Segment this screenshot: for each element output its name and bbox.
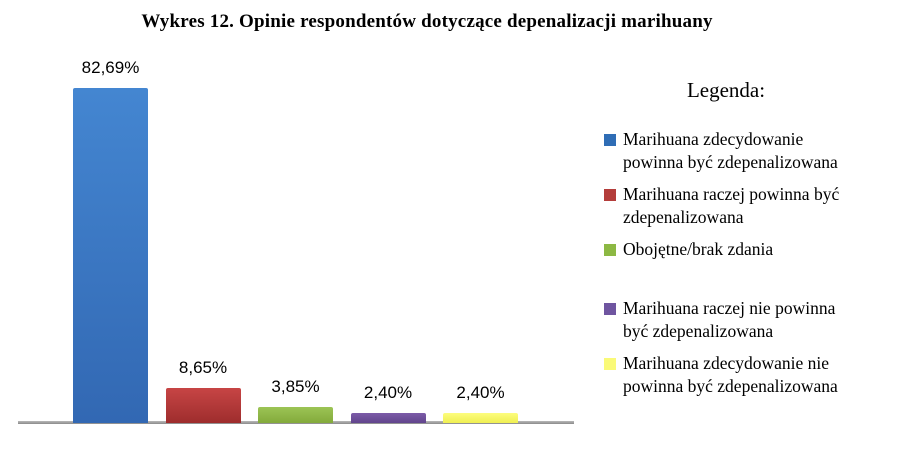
legend-swatch-purple <box>604 303 616 315</box>
bar-value-label-1: 82,69% <box>81 58 140 77</box>
bar-2 <box>165 388 241 423</box>
legend-item-obojetne: Obojętne/brak zdania <box>604 238 894 261</box>
bar-4 <box>350 413 426 423</box>
bar-value-label-3: 3,85% <box>271 377 320 396</box>
legend-swatch-green <box>604 244 616 256</box>
bar-value-label-5: 2,40% <box>456 383 505 402</box>
legend-item-label: Marihuana zdecydowanie nie powinna być z… <box>623 353 838 396</box>
legend-item-raczej-nie: Marihuana raczej nie powinna być zdepena… <box>604 297 894 343</box>
legend-title: Legenda: <box>686 78 766 102</box>
bar-3 <box>258 407 333 423</box>
legend-item-label: Marihuana zdecydowanie powinna być zdepe… <box>623 129 838 172</box>
bar-value-label-4: 2,40% <box>363 383 413 402</box>
legend-swatch-yellow <box>604 358 616 370</box>
legend-item-raczej-tak: Marihuana raczej powinna być zdepenalizo… <box>604 183 894 229</box>
legend-item-label: Marihuana raczej nie powinna być zdepena… <box>623 298 836 341</box>
bar-value-label-2: 8,65% <box>178 358 228 377</box>
chart-title: Wykres 12. Opinie respondentów dotyczące… <box>141 11 713 32</box>
bar-5 <box>443 413 518 423</box>
plot-area: 82,69% 8,65% 3,85% 2,40% 2,40% <box>18 58 574 424</box>
legend-item-label: Marihuana raczej powinna być zdepenalizo… <box>623 184 840 227</box>
legend-item-label: Obojętne/brak zdania <box>623 239 774 259</box>
legend-item-zdecydowanie-nie: Marihuana zdecydowanie nie powinna być z… <box>604 352 894 398</box>
legend-swatch-red <box>604 189 616 201</box>
legend-swatch-blue <box>604 134 616 146</box>
bar-1 <box>73 88 148 423</box>
legend: Legenda: Marihuana zdecydowanie powinna … <box>604 78 894 407</box>
legend-item-zdecydowanie-tak: Marihuana zdecydowanie powinna być zdepe… <box>604 128 894 174</box>
